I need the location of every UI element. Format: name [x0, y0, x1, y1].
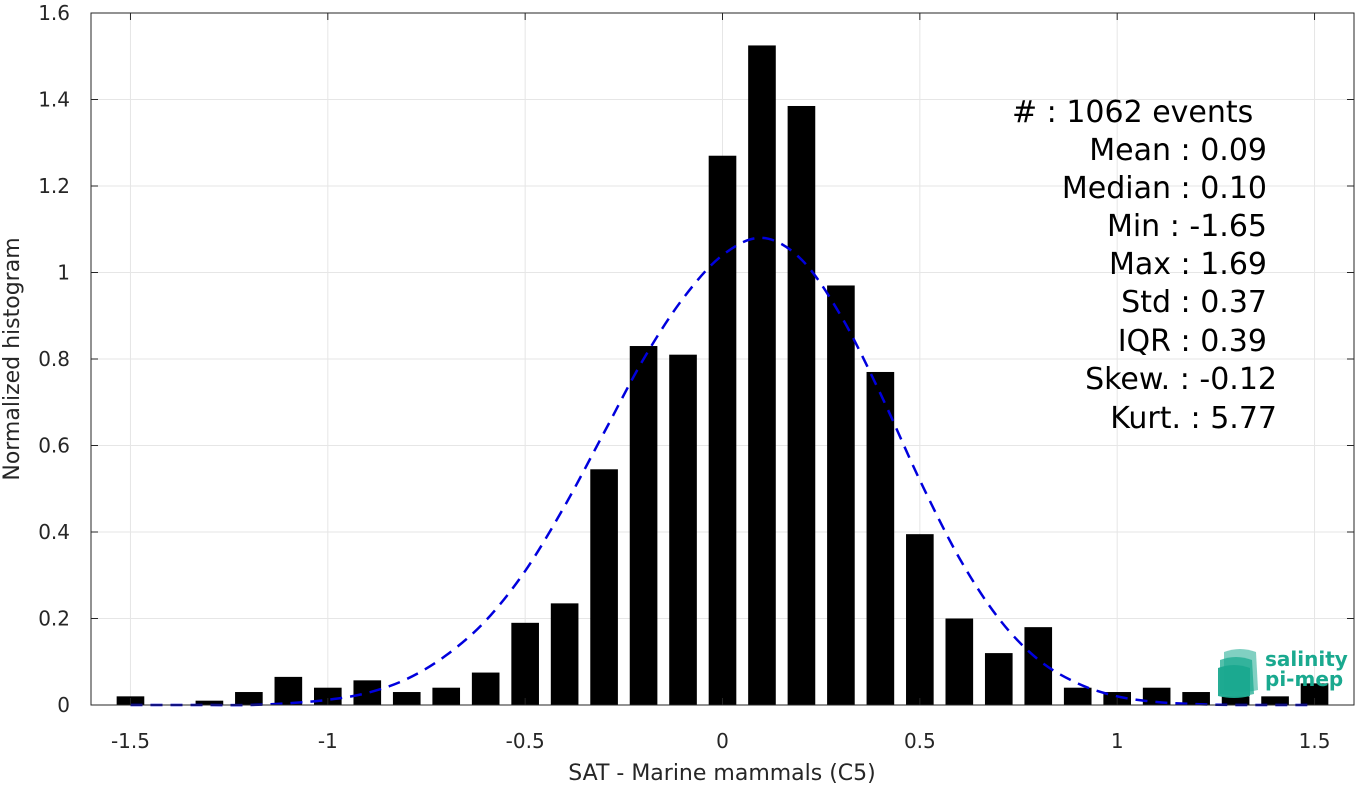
y-tick-label: 1.4	[38, 88, 70, 112]
y-tick-label: 0.4	[38, 520, 70, 544]
x-axis-ticks: -1.5 -1 -0.5 0 0.5 1 1.5	[111, 13, 1330, 753]
y-tick-label: 1	[57, 261, 70, 285]
stats-box: # : 1062 events Mean : 0.09 Median : 0.1…	[1012, 95, 1277, 436]
histogram-bar	[1182, 692, 1210, 705]
x-tick-label: -1	[318, 729, 338, 753]
y-tick-label: 0	[57, 693, 70, 717]
salinity-pimep-logo: salinity pi-mep	[1218, 647, 1348, 698]
stats-events: # : 1062 events	[1012, 95, 1253, 130]
y-tick-label: 1.6	[38, 1, 70, 25]
stats-median: Median : 0.10	[1062, 171, 1267, 206]
x-tick-label: 1	[1111, 729, 1124, 753]
x-tick-label: -1.5	[111, 729, 150, 753]
histogram-bar	[235, 692, 263, 705]
histogram-bar	[195, 700, 224, 705]
histogram-bar	[550, 603, 579, 705]
histogram-bar	[866, 371, 895, 705]
y-tick-label: 0.6	[38, 434, 70, 458]
histogram-bar	[787, 105, 816, 706]
histogram-bars	[116, 45, 1329, 706]
x-tick-label: -0.5	[506, 729, 545, 753]
y-axis-title: Normalized histogram	[0, 237, 25, 480]
histogram-bar	[392, 692, 421, 705]
x-tick-label: 0.5	[904, 729, 936, 753]
histogram-bar	[353, 680, 382, 705]
histogram-bar	[274, 676, 303, 705]
histogram-bar	[669, 354, 697, 705]
normal-fit-curve	[130, 236, 1315, 707]
stats-min: Min : -1.65	[1107, 209, 1267, 244]
y-tick-label: 1.2	[38, 174, 70, 198]
histogram-bar	[471, 672, 500, 705]
logo-text-pimep: pi-mep	[1265, 667, 1343, 691]
histogram-bar	[432, 687, 461, 705]
stats-max: Max : 1.69	[1109, 247, 1267, 282]
stats-iqr: IQR : 0.39	[1118, 324, 1267, 359]
y-tick-label: 0.2	[38, 607, 70, 631]
histogram-bar	[708, 155, 737, 706]
histogram-bar	[827, 285, 855, 705]
stats-mean: Mean : 0.09	[1089, 133, 1267, 168]
histogram-bar	[748, 45, 776, 705]
stats-skew: Skew. : -0.12	[1085, 362, 1277, 397]
stats-kurt: Kurt. : 5.77	[1110, 401, 1277, 436]
histogram-bar	[1261, 696, 1289, 705]
histogram-bar	[590, 469, 618, 705]
histogram-bar	[984, 653, 1013, 705]
wave-logo-icon	[1218, 649, 1258, 698]
x-tick-label: 0	[716, 729, 729, 753]
x-tick-label: 1.5	[1299, 729, 1331, 753]
histogram-bar	[1221, 696, 1250, 705]
histogram-bar	[1063, 687, 1092, 705]
histogram-bar	[1142, 687, 1171, 705]
x-axis-title: SAT - Marine mammals (C5)	[568, 761, 876, 785]
histogram-bar	[511, 622, 539, 705]
stats-std: Std : 0.37	[1121, 285, 1267, 320]
logo-text-salinity: salinity	[1265, 647, 1348, 671]
histogram-bar	[629, 346, 658, 705]
y-tick-label: 0.8	[38, 347, 70, 371]
y-axis-ticks: 0 0.2 0.4 0.6 0.8 1 1.2 1.4 1.6	[38, 1, 1354, 717]
histogram-bar	[945, 618, 974, 705]
histogram-bar	[1300, 683, 1329, 705]
histogram-bar	[906, 534, 934, 705]
